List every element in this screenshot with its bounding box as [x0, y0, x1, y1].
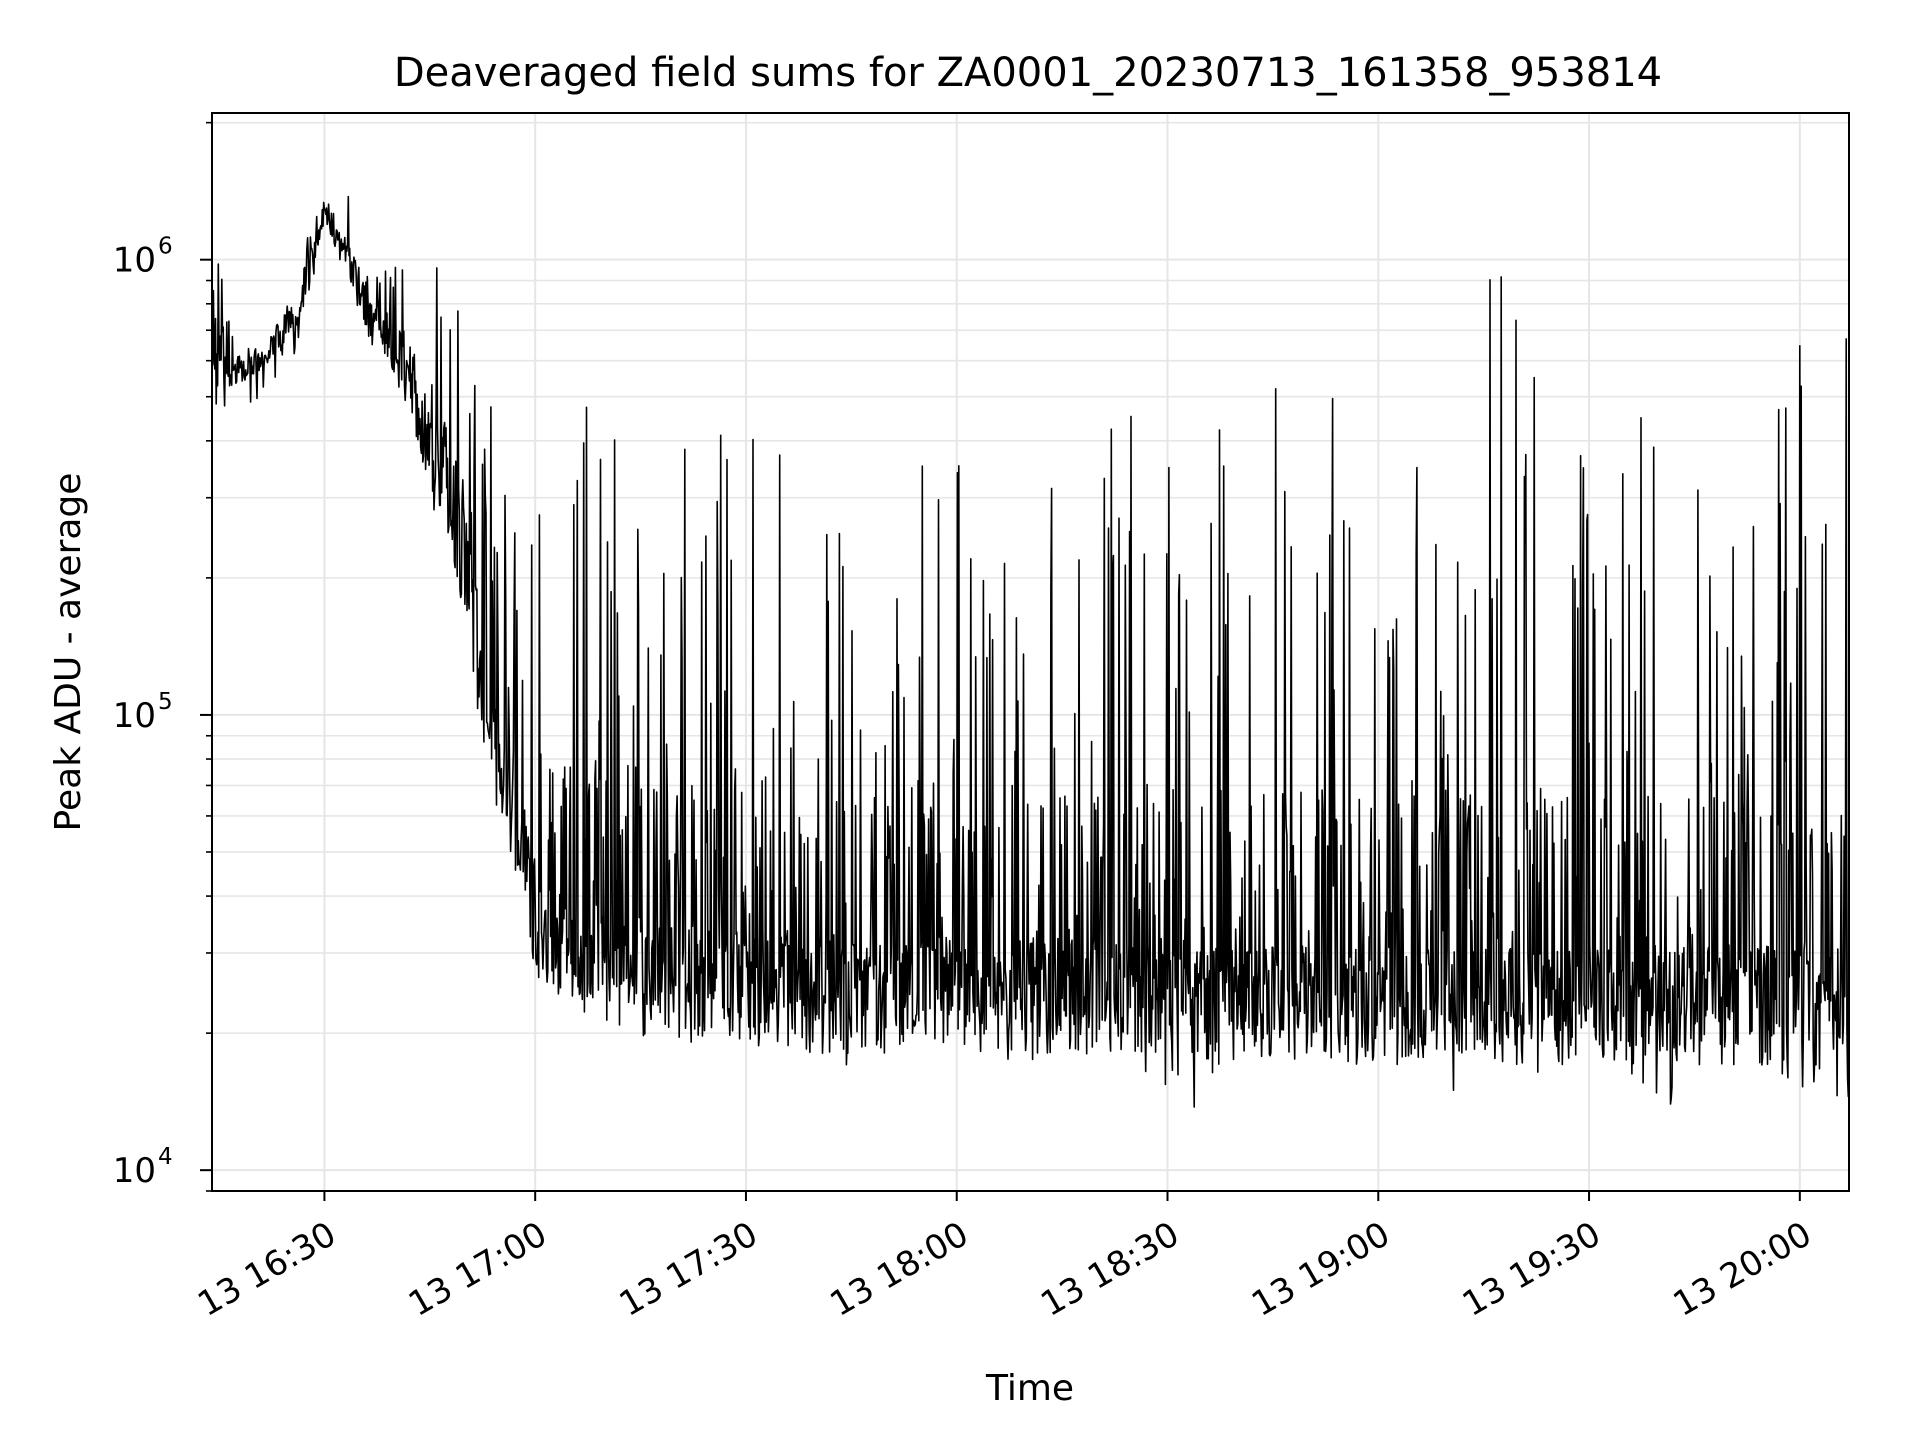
x-tick-label: 13 17:00	[402, 1214, 554, 1325]
y-tick-exponent: 4	[158, 1144, 173, 1170]
x-tick-label: 13 16:30	[191, 1214, 343, 1325]
x-tick-label: 13 20:00	[1667, 1214, 1819, 1325]
x-tick-label: 13 18:00	[824, 1214, 976, 1325]
series-line	[211, 195, 1850, 1108]
y-tick-label: 10	[113, 241, 156, 281]
y-tick-exponent: 6	[158, 234, 173, 260]
chart-title: Deaveraged field sums for ZA0001_2023071…	[394, 50, 1662, 96]
x-axis-label: Time	[985, 1368, 1074, 1409]
x-tick-label: 13 19:30	[1456, 1214, 1608, 1325]
y-tick-exponent: 5	[158, 689, 173, 715]
y-tick-label: 10	[113, 1151, 156, 1191]
x-tick-label: 13 19:00	[1245, 1214, 1397, 1325]
y-tick-label: 10	[113, 696, 156, 736]
x-axis: 13 16:30 13 17:00 13 17:30 13 18:00 13 18:30…	[191, 1191, 1818, 1325]
plot-frame	[211, 112, 1850, 1192]
x-tick-label: 13 18:30	[1034, 1214, 1186, 1325]
x-tick-label: 13 17:30	[613, 1214, 765, 1325]
y-axis-label: Peak ADU - average	[48, 473, 89, 832]
series-layer	[211, 195, 1850, 1108]
